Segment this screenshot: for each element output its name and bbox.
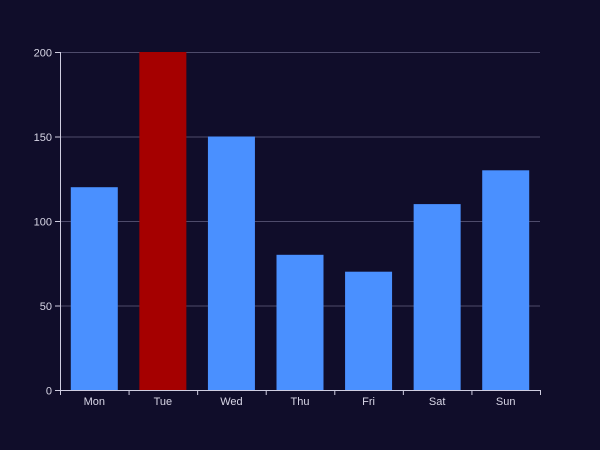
x-tick-label-mon: Mon (84, 396, 105, 408)
bar-sun (482, 170, 530, 390)
bar-fri (345, 271, 393, 390)
y-tick-label: 100 (34, 217, 52, 229)
x-tick-label-tue: Tue (154, 396, 173, 408)
bar-sat (413, 204, 461, 390)
y-tick-labels: 0 50 100 150 200 (34, 48, 52, 398)
y-tick-label: 150 (34, 132, 52, 144)
x-tick-label-fri: Fri (362, 396, 375, 408)
bar-wed (207, 136, 255, 390)
bar-thu (276, 254, 324, 390)
bar-mon (70, 187, 118, 390)
y-tick-label: 0 (46, 386, 52, 398)
bars (70, 52, 530, 390)
axes (55, 52, 541, 395)
y-tick-label: 200 (34, 48, 52, 60)
x-tick-label-thu: Thu (291, 396, 310, 408)
x-tick-label-sat: Sat (429, 396, 446, 408)
x-tick-label-wed: Wed (220, 396, 242, 408)
bar-tue (139, 52, 187, 390)
x-tick-label-sun: Sun (496, 396, 516, 408)
y-tick-label: 50 (40, 301, 52, 313)
x-tick-labels: Mon Tue Wed Thu Fri Sat Sun (84, 396, 516, 408)
